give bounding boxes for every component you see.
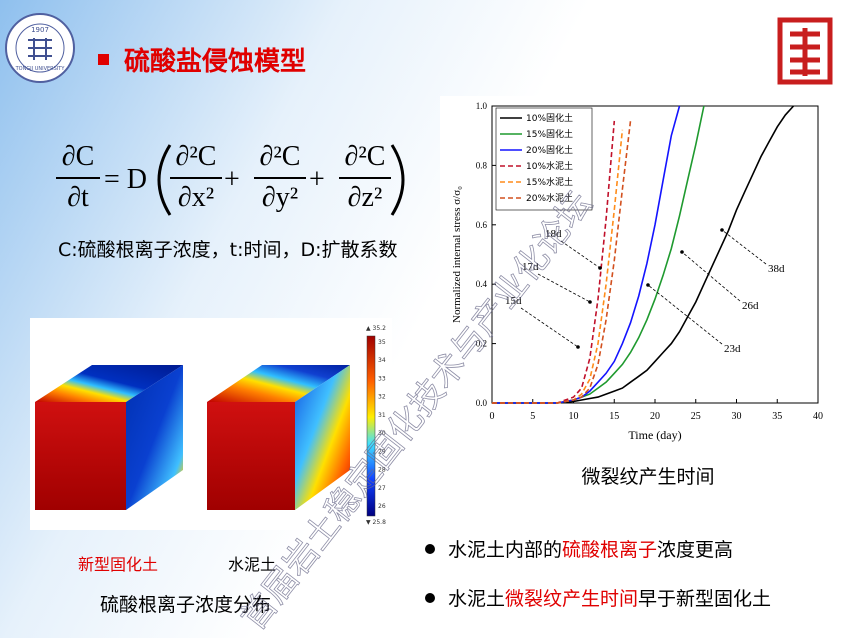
y-tick-label: 0.6 <box>476 220 488 230</box>
x-tick-label: 5 <box>530 411 535 422</box>
x-tick-label: 40 <box>813 411 823 422</box>
title-bullet <box>98 54 109 65</box>
annotation: 17d <box>522 261 539 273</box>
colorbar-label: 32 <box>378 394 386 401</box>
legend-label: 15%水泥土 <box>526 176 573 188</box>
colorbar-label: 29 <box>378 448 386 455</box>
cube-label: 新型固化土 <box>78 555 158 574</box>
colorbar-label: 30 <box>378 430 386 437</box>
bullet-dot <box>425 593 435 603</box>
colorbar-label: ▲ 35.2 <box>366 325 386 332</box>
annotation: 23d <box>724 343 741 355</box>
eq-equals: = D <box>104 164 147 195</box>
colorbar-label: 31 <box>378 412 386 419</box>
equation-caption: C:硫酸根离子浓度，t:时间，D:扩散系数 <box>58 239 398 261</box>
annotation-arrow <box>721 229 767 265</box>
colorbar-label: 26 <box>378 503 386 510</box>
concentration-figure <box>30 318 392 530</box>
colorbar-label: 34 <box>378 357 386 364</box>
bullet-dot <box>425 544 435 554</box>
bullet-highlight: 微裂纹产生时间 <box>505 588 638 610</box>
bullet-highlight: 硫酸根离子 <box>562 539 657 561</box>
legend-label: 15%固化土 <box>526 128 573 140</box>
x-axis-label: Time (day) <box>628 428 681 442</box>
eq-num: ∂C <box>62 141 95 172</box>
annotation: 18d <box>545 228 562 240</box>
bullet-text: 早于新型固化土 <box>638 588 771 610</box>
annotation: 38d <box>768 263 785 275</box>
x-tick-label: 0 <box>490 411 495 422</box>
slide-title: 硫酸盐侵蚀模型 <box>124 46 306 77</box>
eq-den: ∂y² <box>262 182 298 213</box>
eq-den: ∂x² <box>178 182 214 213</box>
eq-num: ∂²C <box>260 141 301 172</box>
bullet-text: 水泥土 <box>448 588 505 610</box>
annotation: 26d <box>742 300 759 312</box>
legend-label: 10%水泥土 <box>526 160 573 172</box>
annotation-arrowhead <box>598 266 602 270</box>
y-tick-label: 0.0 <box>476 398 488 408</box>
university-logo: 1907 TONGJI UNIVERSITY <box>5 13 75 83</box>
logo-name: TONGJI UNIVERSITY <box>15 66 66 72</box>
series-line <box>492 105 795 404</box>
annotation-arrow <box>647 284 723 345</box>
equation: ∂C ∂t = D ∂²C ∂x² + ∂²C ∂y² + ∂²C ∂z² <box>56 141 405 216</box>
forum-emblem <box>777 17 833 85</box>
bullet-text: 水泥土内部的 <box>448 539 562 561</box>
x-tick-label: 20 <box>650 411 660 422</box>
x-tick-label: 35 <box>772 411 782 422</box>
colorbar-label: 33 <box>378 375 386 382</box>
colorbar-label: 35 <box>378 339 386 346</box>
annotation-arrowhead <box>646 283 650 287</box>
chart-caption: 微裂纹产生时间 <box>581 466 714 488</box>
colorbar-label: 27 <box>378 485 386 492</box>
annotation-arrowhead <box>680 250 684 254</box>
eq-den: ∂t <box>67 182 89 213</box>
x-tick-label: 10 <box>569 411 579 422</box>
x-tick-label: 15 <box>609 411 619 422</box>
cube-caption: 硫酸根离子浓度分布 <box>100 594 271 616</box>
annotation-arrow <box>560 240 601 269</box>
legend-label: 20%水泥土 <box>526 192 573 204</box>
logo-year: 1907 <box>31 26 49 34</box>
x-tick-label: 25 <box>691 411 701 422</box>
legend-label: 20%固化土 <box>526 144 573 156</box>
annotation-arrowhead <box>720 228 724 232</box>
eq-num: ∂²C <box>176 141 217 172</box>
bullet: 水泥土内部的硫酸根离子浓度更高 <box>448 539 733 561</box>
eq-num: ∂²C <box>345 141 386 172</box>
series-line <box>492 120 632 404</box>
chart: 0 5 10 15 20 25 30 35 40 0.0 0.2 0.4 0.6 0.8 1.0 Time (… <box>451 101 823 442</box>
y-tick-label: 1.0 <box>476 101 488 111</box>
eq-den: ∂z² <box>348 182 383 213</box>
eq-plus: + <box>309 164 325 195</box>
y-axis-label: Normalized internal stress σ/σ₀ <box>451 186 463 323</box>
legend-label: 10%固化土 <box>526 112 573 124</box>
y-tick-label: 0.8 <box>476 160 488 170</box>
annotation-arrowhead <box>576 345 580 349</box>
colorbar-label: ▼ 25.8 <box>366 519 386 526</box>
bullet-text: 浓度更高 <box>657 539 733 561</box>
x-tick-label: 30 <box>732 411 742 422</box>
legend-box <box>495 107 593 211</box>
cube-label: 水泥土 <box>228 555 276 574</box>
annotation-arrow <box>520 307 579 348</box>
annotation-arrowhead <box>588 300 592 304</box>
eq-plus: + <box>224 164 240 195</box>
colorbar-label: 28 <box>378 467 386 474</box>
y-tick-label: 0.4 <box>476 279 488 289</box>
annotation-arrow <box>681 251 741 302</box>
y-tick-label: 0.2 <box>476 339 487 349</box>
bullet: 水泥土微裂纹产生时间早于新型固化土 <box>448 588 771 610</box>
annotation: 15d <box>505 295 522 307</box>
